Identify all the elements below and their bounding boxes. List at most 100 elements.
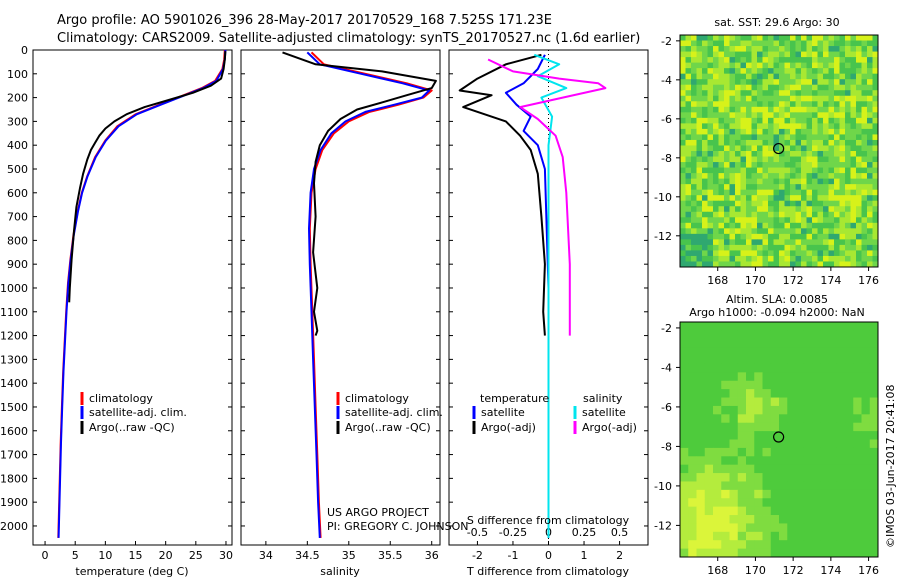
- heatmap-cell: [795, 106, 802, 113]
- depth-tick-label: 800: [7, 234, 28, 247]
- heatmap-cell: [779, 68, 785, 75]
- lon-tick-label: 174: [820, 274, 841, 287]
- heatmap-cell: [839, 233, 846, 240]
- heatmap-cell: [729, 189, 736, 196]
- heatmap-cell: [740, 145, 747, 152]
- heatmap-cell: [729, 548, 739, 558]
- heatmap-cell: [729, 347, 739, 356]
- heatmap-cell: [869, 481, 879, 491]
- heatmap-cell: [784, 239, 791, 246]
- heatmap-cell: [696, 40, 703, 47]
- heatmap-cell: [680, 347, 689, 356]
- heatmap-cell: [746, 389, 755, 398]
- heatmap-cell: [696, 347, 706, 356]
- heatmap-cell: [746, 439, 755, 449]
- heatmap-cell: [779, 464, 788, 474]
- heatmap-cell: [713, 355, 722, 365]
- heatmap-cell: [762, 167, 769, 174]
- heatmap-cell: [790, 51, 796, 58]
- heatmap-cell: [746, 112, 752, 119]
- heatmap-cell: [702, 62, 708, 69]
- heatmap-cell: [828, 62, 835, 69]
- heatmap-cell: [773, 40, 780, 47]
- heatmap-cell: [869, 405, 879, 415]
- heatmap-cell: [801, 244, 807, 251]
- heatmap-cell: [869, 506, 879, 516]
- heatmap-cell: [688, 372, 697, 382]
- heatmap-cell: [685, 95, 692, 102]
- heatmap-cell: [820, 506, 829, 516]
- heatmap-cell: [737, 464, 747, 474]
- heatmap-cell: [828, 101, 835, 108]
- heatmap-cell: [850, 84, 857, 91]
- heatmap-cell: [845, 439, 854, 449]
- heatmap-cell: [853, 355, 862, 365]
- heatmap-cell: [691, 189, 697, 196]
- heatmap-cell: [754, 380, 763, 390]
- heatmap-cell: [861, 405, 871, 415]
- heatmap-cell: [790, 261, 796, 268]
- heatmap-cell: [713, 389, 722, 398]
- heatmap-cell: [713, 540, 722, 549]
- heatmap-cell: [790, 46, 796, 52]
- heatmap-cell: [729, 515, 739, 524]
- heatmap-cell: [773, 101, 780, 108]
- heatmap-cell: [795, 134, 802, 141]
- heatmap-cell: [850, 156, 857, 163]
- heatmap-cell: [784, 123, 791, 130]
- heatmap-cell: [779, 62, 785, 69]
- heatmap-cell: [828, 397, 838, 407]
- lat-tick-label: -4: [661, 74, 672, 87]
- heatmap-cell: [784, 217, 791, 224]
- heatmap-cell: [845, 90, 851, 97]
- heatmap-cell: [702, 244, 708, 251]
- heatmap-cell: [754, 548, 763, 558]
- heatmap-cell: [740, 255, 747, 262]
- heatmap-cell: [812, 162, 818, 168]
- heatmap-cell: [718, 156, 725, 163]
- heatmap-cell: [817, 222, 824, 229]
- heatmap-cell: [856, 211, 862, 218]
- heatmap-cell: [704, 414, 714, 424]
- heatmap-cell: [746, 372, 755, 382]
- depth-tick-label: 900: [7, 258, 28, 271]
- heatmap-cell: [724, 200, 730, 207]
- heatmap-cell: [713, 261, 719, 268]
- heatmap-cell: [823, 57, 829, 64]
- heatmap-cell: [691, 128, 697, 135]
- heatmap-cell: [834, 162, 840, 168]
- heatmap-cell: [680, 106, 686, 113]
- salinity-legend: climatology satellite-adj. clim. Argo(..…: [336, 392, 443, 434]
- heatmap-cell: [680, 380, 689, 390]
- heatmap-cell: [735, 128, 741, 135]
- heatmap-cell: [691, 173, 697, 180]
- heatmap-cell: [790, 68, 796, 75]
- heatmap-cell: [828, 447, 838, 457]
- heatmap-cell: [762, 51, 769, 58]
- heatmap-cell: [707, 73, 714, 80]
- heatmap-cell: [836, 523, 846, 533]
- heatmap-cell: [729, 128, 736, 135]
- heatmap-cell: [812, 338, 821, 348]
- heatmap-cell: [740, 79, 747, 86]
- heatmap-cell: [861, 422, 871, 432]
- heatmap-cell: [735, 206, 741, 213]
- legend-argo: Argo(..raw -QC): [345, 421, 431, 434]
- heatmap-cell: [834, 73, 840, 80]
- heatmap-cell: [812, 330, 821, 340]
- heatmap-cell: [869, 414, 879, 424]
- heatmap-cell: [735, 167, 741, 174]
- heatmap-cell: [861, 389, 871, 398]
- heatmap-cell: [787, 422, 796, 432]
- heatmap-cell: [806, 46, 813, 52]
- heatmap-cell: [828, 195, 835, 202]
- heatmap-cell: [773, 112, 780, 119]
- heatmap-cell: [845, 380, 854, 390]
- heatmap-cell: [806, 228, 813, 235]
- heatmap-cell: [795, 338, 805, 348]
- heatmap-cell: [828, 57, 835, 64]
- heatmap-cell: [820, 489, 829, 499]
- heatmap-cell: [834, 211, 840, 218]
- heatmap-cell: [869, 473, 879, 482]
- heatmap-cell: [856, 90, 862, 97]
